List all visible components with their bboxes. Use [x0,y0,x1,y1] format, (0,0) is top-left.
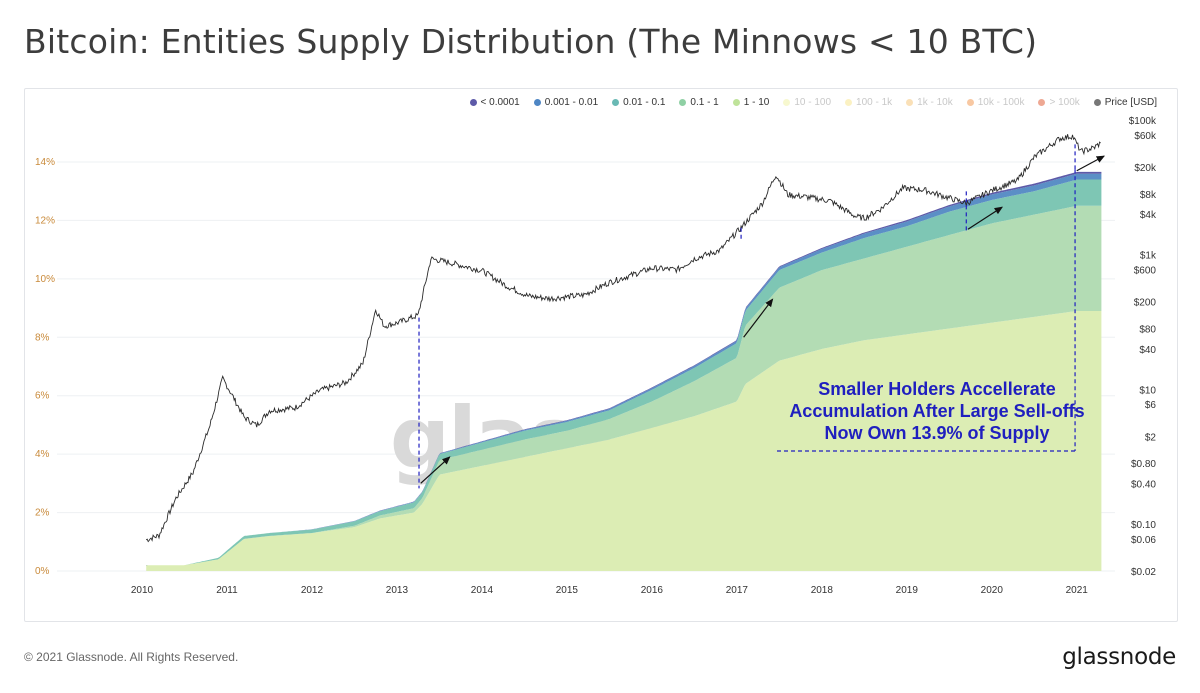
legend-item-10[interactable]: Price [USD] [1093,97,1157,108]
legend-item-4[interactable]: 1 - 10 [732,97,770,108]
legend-label: 10 - 100 [794,97,832,108]
legend-swatch [1038,99,1046,106]
right-axis-tick: $4k [1140,210,1157,221]
copyright-text: © 2021 Glassnode. All Rights Reserved. [24,650,239,664]
legend-swatch [469,99,477,106]
legend-swatch [906,99,914,106]
x-axis-tick: 2020 [981,585,1004,596]
right-axis-tick: $8k [1140,190,1157,201]
x-axis-tick: 2013 [386,585,409,596]
legend-item-7[interactable]: 1k - 10k [906,97,953,108]
right-axis-tick: $0.06 [1131,535,1156,546]
right-axis-tick: $1k [1140,251,1157,262]
legend-label: 1 - 10 [743,97,770,108]
right-axis-tick: $60k [1134,131,1157,142]
annotation-arrow [420,456,451,484]
legend-item-2[interactable]: 0.01 - 0.1 [612,97,665,108]
chart-title: Bitcoin: Entities Supply Distribution (T… [24,22,1038,61]
annotation-line-2: Now Own 13.9% of Supply [824,423,1049,443]
legend-label: 0.1 - 1 [690,97,719,108]
x-axis-tick: 2012 [301,585,324,596]
x-axis-tick: 2018 [811,585,834,596]
legend-swatch [533,99,541,106]
x-axis-tick: 2010 [131,585,154,596]
right-axis-tick: $10 [1139,385,1156,396]
left-axis-tick: 4% [35,449,50,460]
left-axis-tick: 10% [35,274,55,285]
left-axis-tick: 8% [35,332,50,343]
legend-swatch [783,99,791,106]
legend-label: 100 - 1k [856,97,893,108]
legend-item-1[interactable]: 0.001 - 0.01 [533,97,599,108]
legend-label: 10k - 100k [977,97,1025,108]
area-band-0 [146,311,1102,571]
legend-item-8[interactable]: 10k - 100k [966,97,1025,108]
legend-label: 0.001 - 0.01 [544,97,599,108]
right-axis-tick: $600 [1134,266,1157,277]
chart-svg: glassnode0%2%4%6%8%10%12%14%$0.02$0.06$0… [35,116,1157,596]
right-axis-tick: $80 [1139,324,1156,335]
legend-label: < 0.0001 [480,97,520,108]
right-axis-tick: $0.40 [1131,479,1156,490]
x-axis-tick: 2019 [896,585,919,596]
legend-item-5[interactable]: 10 - 100 [783,97,831,108]
legend: < 0.0001 0.001 - 0.01 0.01 - 0.1 0.1 - 1 1 -… [469,97,1157,108]
x-axis-tick: 2011 [216,585,238,596]
legend-swatch [612,99,620,106]
x-axis-tick: 2017 [726,585,749,596]
legend-label: 1k - 10k [917,97,953,108]
annotation-arrow [743,298,774,338]
annotation-arrow [1076,155,1106,172]
annotation-arrow [967,206,1003,230]
area-band-1 [146,205,1102,566]
right-axis-tick: $2 [1145,432,1157,443]
legend-item-6[interactable]: 100 - 1k [845,97,892,108]
legend-swatch [679,99,687,106]
right-axis-tick: $0.02 [1131,567,1156,578]
x-axis-tick: 2016 [641,585,664,596]
legend-label: 0.01 - 0.1 [623,97,666,108]
right-axis-tick: $0.10 [1131,520,1156,531]
glassnode-logo: glassnode [1062,644,1176,670]
x-axis-tick: 2021 [1066,585,1089,596]
legend-item-9[interactable]: > 100k [1038,97,1080,108]
annotation-line-0: Smaller Holders Accellerate [818,379,1055,399]
legend-item-3[interactable]: 0.1 - 1 [679,97,719,108]
chart-panel: < 0.0001 0.001 - 0.01 0.01 - 0.1 0.1 - 1 1 -… [24,88,1178,622]
x-axis-tick: 2015 [556,585,579,596]
left-axis-tick: 2% [35,508,50,519]
legend-swatch [966,99,974,106]
legend-label: Price [USD] [1104,97,1157,108]
right-axis-tick: $0.80 [1131,459,1156,470]
right-axis-tick: $100k [1129,116,1157,127]
left-axis-tick: 0% [35,566,50,577]
legend-label: > 100k [1049,97,1080,108]
left-axis-tick: 6% [35,391,50,402]
right-axis-tick: $40 [1139,345,1156,356]
annotation-line-1: Accumulation After Large Sell-offs [789,401,1084,421]
price-line [145,134,1101,543]
right-axis-tick: $200 [1134,298,1157,309]
legend-swatch [732,99,740,106]
legend-item-0[interactable]: < 0.0001 [469,97,520,108]
legend-swatch [1093,99,1101,106]
legend-swatch [845,99,853,106]
left-axis-tick: 14% [35,157,55,168]
right-axis-tick: $20k [1134,163,1157,174]
x-axis-tick: 2014 [471,585,494,596]
area-band-2 [146,179,1102,566]
left-axis-tick: 12% [35,215,55,226]
right-axis-tick: $6 [1145,400,1157,411]
